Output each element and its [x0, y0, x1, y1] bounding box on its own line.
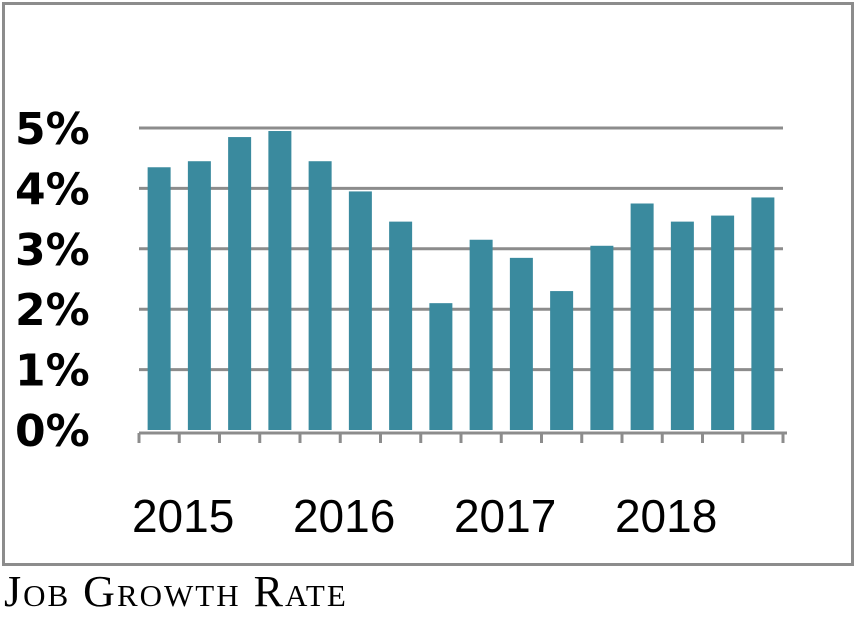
bar — [429, 303, 453, 430]
bar — [389, 221, 413, 430]
chart-frame: 0% 1% 2% 3% 4% 5% 2015 2016 2017 2018 — [2, 2, 854, 566]
x-tick-label: 2018 — [615, 490, 717, 542]
y-tick-label: 3% — [15, 225, 90, 276]
y-tick-label: 2% — [15, 285, 90, 336]
x-tick-label: 2015 — [132, 490, 234, 542]
y-tick-label: 5% — [15, 104, 90, 155]
bar — [147, 167, 171, 430]
bar — [711, 215, 735, 430]
bar — [590, 245, 614, 430]
x-tick-label: 2016 — [293, 490, 395, 542]
x-tick-label: 2017 — [454, 490, 556, 542]
bar — [228, 137, 252, 430]
bar — [469, 239, 493, 430]
bar — [751, 197, 775, 430]
bar — [308, 161, 332, 430]
bar — [509, 257, 533, 430]
bar — [268, 131, 292, 430]
y-tick-label: 1% — [15, 346, 90, 397]
bar — [348, 191, 372, 430]
chart-title: Job Growth Rate — [4, 567, 348, 616]
bar — [630, 203, 654, 430]
bar-chart: 0% 1% 2% 3% 4% 5% 2015 2016 2017 2018 — [15, 104, 787, 542]
y-tick-label: 0% — [15, 406, 90, 457]
bar — [187, 161, 211, 430]
bar — [550, 291, 574, 430]
y-tick-label: 4% — [15, 164, 90, 215]
bar — [670, 221, 694, 430]
